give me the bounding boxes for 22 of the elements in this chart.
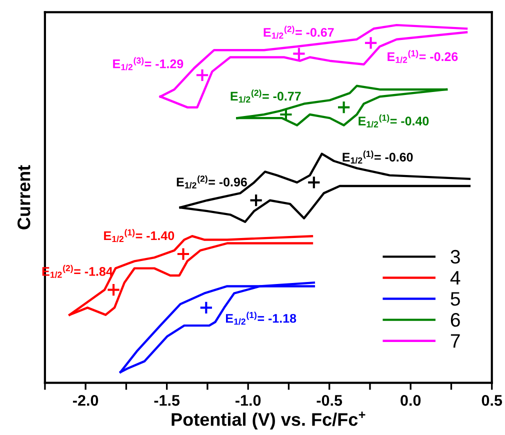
annotation: E$_{1/2}$$^{(1)}$= -0.40 [358,114,429,128]
annotation: E$_{1/2}$$^{(2)}$= -0.77 [230,90,301,103]
legend-label: 7 [450,334,460,348]
annotation: E$_{1/2}$$^{(3)}$= -1.29 [113,57,184,70]
legend-label: 5 [450,292,460,306]
x-tick-label: -2.0 [73,395,98,406]
legend-label: 3 [450,250,460,264]
x-tick-label: -1.0 [236,395,261,406]
x-tick-label: -1.5 [154,395,180,406]
x-tick-label: 0.0 [400,395,421,406]
annotation: E$_{1/2}$$^{(1)}$= -0.60 [342,150,413,164]
legend-label: 4 [450,271,460,285]
x-tick-label: 0.5 [482,395,502,406]
annotation: E$_{1/2}$$^{(1)}$= -1.40 [104,229,174,242]
annotation: E$_{1/2}$$^{(2)}$= -0.96 [176,175,247,189]
annotation: E$_{1/2}$$^{(1)}$= -0.26 [388,50,458,64]
x-axis-title: Potential (V) vs. Fc/Fc$^{+}$ [172,412,366,430]
y-axis-title: Current [17,165,30,230]
legend-label: 6 [450,313,460,327]
annotation: E$_{1/2}$$^{(2)}$= -0.67 [264,26,334,39]
annotation: E$_{1/2}$$^{(1)}$= -1.18 [226,312,296,325]
x-tick-label: -0.5 [316,395,342,406]
